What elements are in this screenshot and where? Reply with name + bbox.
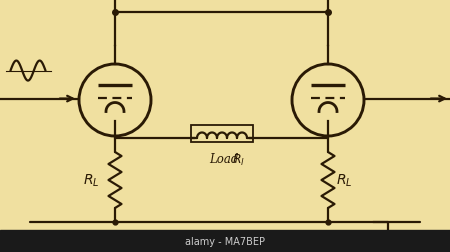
Text: Load: Load bbox=[209, 152, 238, 165]
Text: $R_l$: $R_l$ bbox=[232, 152, 245, 167]
Bar bbox=[0, 230, 450, 252]
Text: $R_L$: $R_L$ bbox=[83, 172, 99, 188]
Text: alamy - MA7BEP: alamy - MA7BEP bbox=[185, 236, 265, 246]
Text: $R_L$: $R_L$ bbox=[336, 172, 352, 188]
Bar bbox=[191, 125, 253, 142]
